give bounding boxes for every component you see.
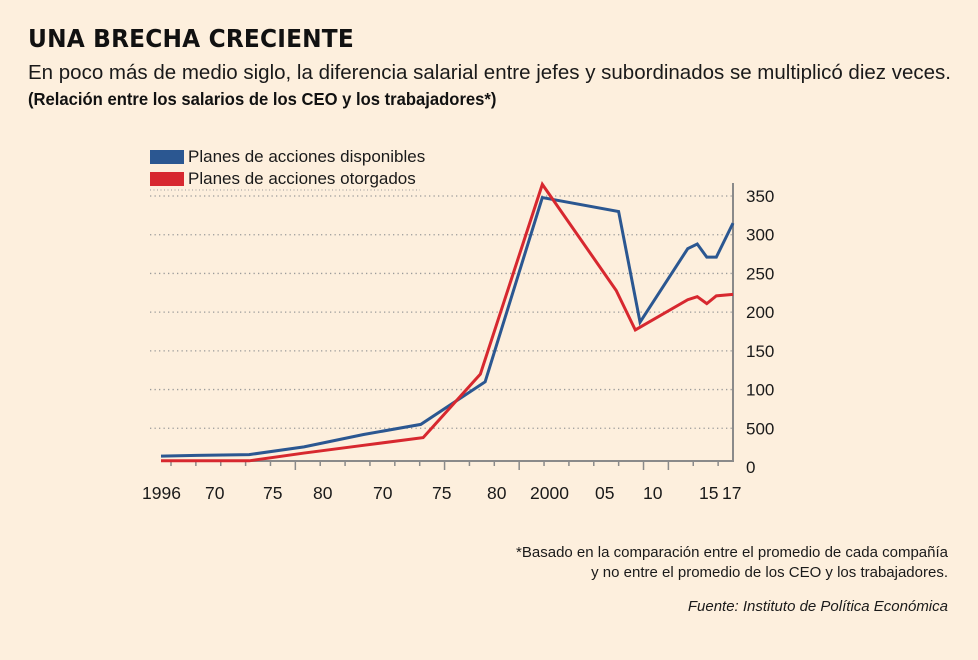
- footnote: *Basado en la comparación entre el prome…: [516, 543, 948, 583]
- y-tick-label: 500: [746, 419, 774, 438]
- x-tick-label: 75: [263, 483, 282, 503]
- x-tick-label: 05: [595, 483, 614, 503]
- legend-swatch-red: [150, 172, 184, 186]
- chart-note: (Relación entre los salarios de los CEO …: [28, 89, 497, 109]
- x-tick-label: 1996: [142, 483, 181, 503]
- x-tick-label: 70: [373, 483, 393, 503]
- gridlines: [150, 189, 733, 429]
- y-tick-label: 200: [746, 303, 774, 322]
- series-line-disponibles: [160, 195, 735, 458]
- x-tick-label: 80: [313, 483, 333, 503]
- legend: Planes de acciones disponibles Planes de…: [150, 146, 425, 190]
- x-tick-label: 2000: [530, 483, 569, 503]
- chart-subtitle: En poco más de medio siglo, la diferenci…: [28, 61, 951, 84]
- y-tick-label: 250: [746, 264, 774, 283]
- legend-item-disponibles: Planes de acciones disponibles: [150, 146, 425, 168]
- y-tick-label: 300: [746, 226, 774, 245]
- x-axis-labels: 1996 70 75 80 70 75 80 2000 05 10 15 17: [142, 483, 741, 503]
- legend-label: Planes de acciones disponibles: [188, 147, 426, 166]
- x-tick-label: 70: [205, 483, 225, 503]
- x-tick-label: 10: [643, 483, 663, 503]
- y-tick-label: 350: [746, 187, 774, 206]
- y-tick-label: 100: [746, 381, 774, 400]
- x-tick-label: 80: [487, 483, 507, 503]
- legend-item-otorgados: Planes de acciones otorgados: [150, 168, 425, 190]
- footnote-line-1: *Basado en la comparación entre el prome…: [516, 544, 948, 561]
- footnote-line-2: y no entre el promedio de los CEO y los …: [591, 564, 948, 581]
- series-line-otorgados: [161, 181, 734, 463]
- legend-label: Planes de acciones otorgados: [188, 169, 416, 188]
- series-lines: [160, 181, 735, 463]
- x-tick-label: 17: [722, 483, 741, 503]
- y-tick-label: 150: [746, 342, 774, 361]
- source-credit: Fuente: Instituto de Política Económica: [687, 598, 948, 615]
- legend-swatch-blue: [150, 150, 184, 164]
- x-tick-label: 75: [432, 483, 451, 503]
- x-axis-ticks: [170, 461, 719, 470]
- x-tick-label: 15: [699, 483, 718, 503]
- y-tick-label: 0: [746, 458, 755, 477]
- y-axis-labels: 0 500 100 150 200 250 300 350: [746, 187, 774, 477]
- axes: [164, 183, 734, 462]
- chart-title: UNA BRECHA CRECIENTE: [28, 24, 354, 53]
